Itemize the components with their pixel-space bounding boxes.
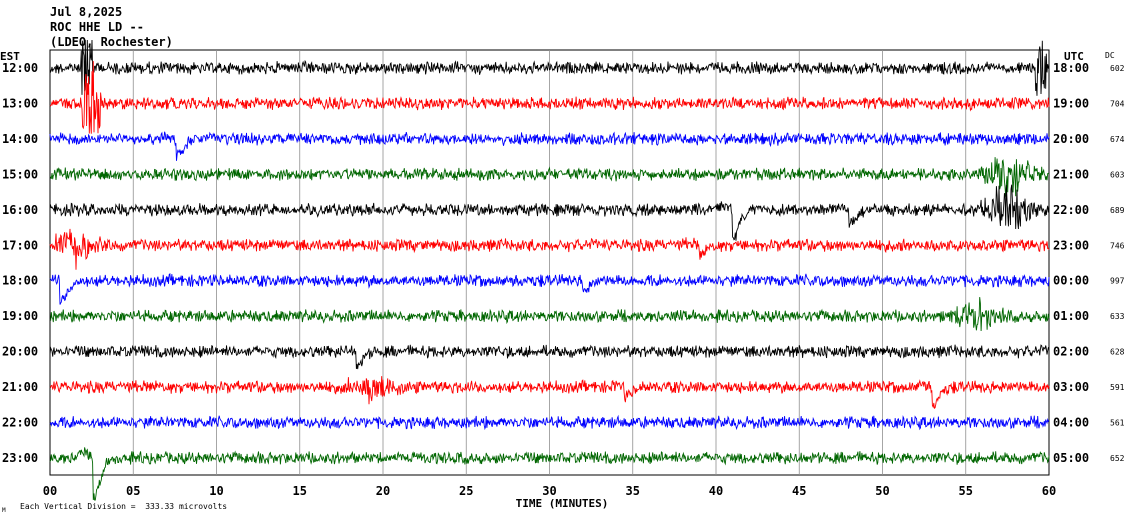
est-hour-label: 12:00 bbox=[2, 61, 38, 75]
x-tick-label: 25 bbox=[459, 484, 473, 498]
x-tick-label: 45 bbox=[792, 484, 806, 498]
utc-hour-label: 19:00 bbox=[1053, 96, 1089, 110]
trace-line bbox=[49, 447, 1050, 501]
trace-line bbox=[49, 414, 1050, 431]
est-hour-label: 16:00 bbox=[2, 203, 38, 217]
trace-line bbox=[49, 157, 1050, 197]
dc-offset-label: 652 bbox=[1110, 454, 1125, 463]
dc-offset-label: 704 bbox=[1110, 99, 1125, 108]
utc-hour-labels: 18:00 19:00 20:00 21:00 22:00 23:00 00:00 01:00… bbox=[1053, 61, 1089, 465]
dc-offset-label: 633 bbox=[1110, 312, 1125, 321]
dc-offset-label: 674 bbox=[1110, 135, 1125, 144]
x-tick-label: 30 bbox=[542, 484, 556, 498]
dc-offset-labels: 602 704 674 603 689 746 997 633 628 591 561 652 bbox=[1110, 64, 1125, 463]
est-hour-label: 17:00 bbox=[2, 238, 38, 252]
trace-line bbox=[49, 184, 1050, 241]
traces bbox=[49, 39, 1050, 501]
utc-hour-label: 21:00 bbox=[1053, 167, 1089, 181]
header-location: (LDEO, Rochester) bbox=[50, 35, 173, 49]
header-station: ROC HHE LD -- bbox=[50, 20, 144, 34]
dc-axis-label: DC bbox=[1105, 51, 1115, 60]
footnote: Each Vertical Division = 333.33 microvol… bbox=[20, 502, 227, 511]
dc-offset-label: 561 bbox=[1110, 419, 1125, 428]
est-hour-labels: 12:00 13:00 14:00 15:00 16:00 17:00 18:00 19:00… bbox=[2, 61, 38, 465]
utc-hour-label: 22:00 bbox=[1053, 203, 1089, 217]
x-tick-label: 00 bbox=[43, 484, 57, 498]
x-tick-label: 50 bbox=[875, 484, 889, 498]
dc-offset-label: 689 bbox=[1110, 206, 1125, 215]
trace-line bbox=[49, 272, 1050, 305]
utc-hour-label: 05:00 bbox=[1053, 451, 1089, 465]
est-hour-label: 23:00 bbox=[2, 451, 38, 465]
est-hour-label: 18:00 bbox=[2, 274, 38, 288]
dc-offset-label: 603 bbox=[1110, 170, 1125, 179]
trace-line bbox=[49, 297, 1050, 332]
corner-mark: M bbox=[2, 507, 6, 514]
x-tick-labels: 00 05 10 15 20 25 30 35 40 45 50 55 60 bbox=[43, 484, 1056, 498]
utc-hour-label: 18:00 bbox=[1053, 61, 1089, 75]
est-hour-label: 14:00 bbox=[2, 132, 38, 146]
utc-hour-label: 01:00 bbox=[1053, 309, 1089, 323]
est-hour-label: 21:00 bbox=[2, 380, 38, 394]
dc-offset-label: 602 bbox=[1110, 64, 1125, 73]
x-tick-label: 10 bbox=[209, 484, 223, 498]
trace-line bbox=[49, 39, 1050, 96]
est-hour-label: 13:00 bbox=[2, 96, 38, 110]
grid-lines bbox=[132, 50, 967, 475]
x-tick-label: 40 bbox=[709, 484, 723, 498]
trace-line bbox=[49, 376, 1050, 410]
utc-hour-label: 03:00 bbox=[1053, 380, 1089, 394]
x-tick-label: 05 bbox=[126, 484, 140, 498]
x-axis-title: TIME (MINUTES) bbox=[516, 497, 609, 510]
x-tick-label: 20 bbox=[376, 484, 390, 498]
x-tick-label: 55 bbox=[959, 484, 973, 498]
x-tick-label: 15 bbox=[293, 484, 307, 498]
dc-offset-label: 997 bbox=[1110, 277, 1125, 286]
utc-hour-label: 02:00 bbox=[1053, 345, 1089, 359]
utc-hour-label: 23:00 bbox=[1053, 238, 1089, 252]
est-axis-label: EST bbox=[0, 50, 20, 63]
est-hour-label: 20:00 bbox=[2, 345, 38, 359]
header-date: Jul 8,2025 bbox=[50, 5, 122, 19]
trace-line bbox=[49, 344, 1050, 370]
est-hour-label: 15:00 bbox=[2, 167, 38, 181]
x-tick-label: 60 bbox=[1042, 484, 1056, 498]
trace-line bbox=[49, 228, 1050, 270]
x-tick-label: 35 bbox=[626, 484, 640, 498]
utc-hour-label: 20:00 bbox=[1053, 132, 1089, 146]
utc-hour-label: 00:00 bbox=[1053, 274, 1089, 288]
est-hour-label: 22:00 bbox=[2, 416, 38, 430]
utc-hour-label: 04:00 bbox=[1053, 416, 1089, 430]
utc-axis-label: UTC bbox=[1064, 50, 1084, 63]
trace-line bbox=[49, 131, 1050, 161]
dc-offset-label: 746 bbox=[1110, 241, 1125, 250]
dc-offset-label: 591 bbox=[1110, 383, 1125, 392]
est-hour-label: 19:00 bbox=[2, 309, 38, 323]
dc-offset-label: 628 bbox=[1110, 348, 1125, 357]
trace-line bbox=[49, 61, 1050, 134]
